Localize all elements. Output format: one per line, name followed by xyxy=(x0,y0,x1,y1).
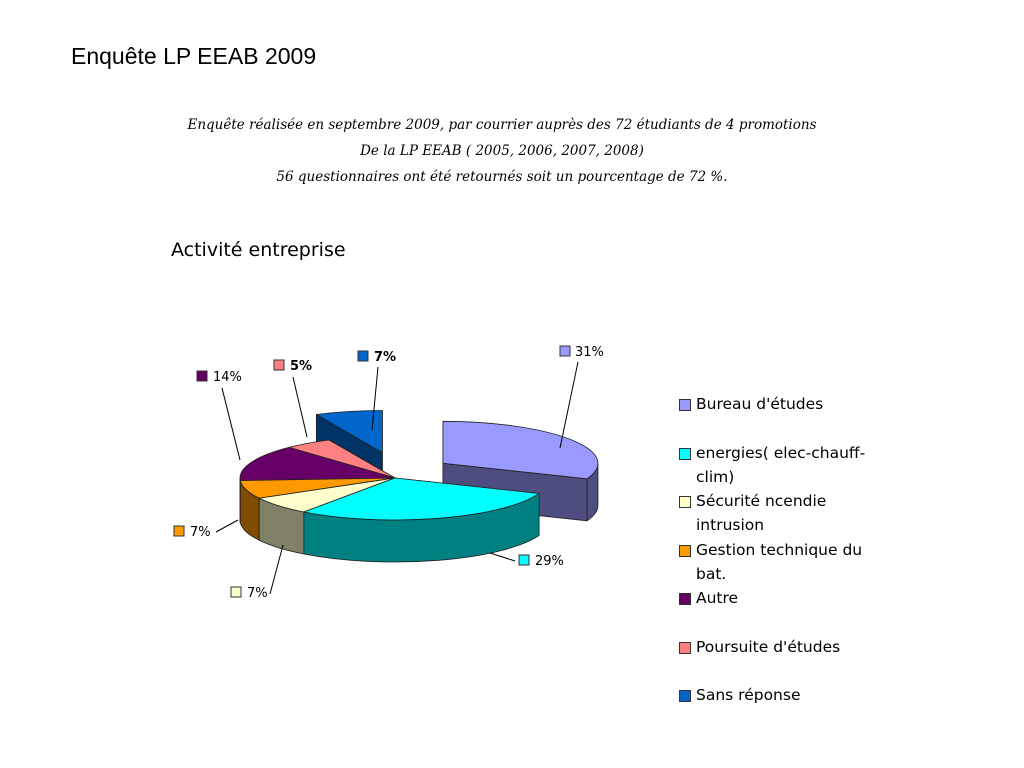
label-swatch xyxy=(196,370,208,382)
legend-item: Sécurité ncendie intrusion xyxy=(678,489,868,538)
label-swatch xyxy=(273,359,285,371)
legend-item: Poursuite d'études xyxy=(678,635,868,684)
data-label: 14% xyxy=(213,370,242,385)
intro-line: 56 questionnaires ont été retournés soit… xyxy=(276,169,728,185)
legend-label: Sécurité ncendie intrusion xyxy=(696,492,827,534)
leader-line xyxy=(371,366,379,431)
slice-top xyxy=(303,477,540,521)
legend-label: Gestion technique du bat. xyxy=(696,540,863,583)
legend-item: Autre xyxy=(678,586,868,635)
legend-swatch xyxy=(679,399,691,411)
data-labels: 31% 29% 7% 7% 14% 5% 7% xyxy=(173,345,604,601)
legend-swatch xyxy=(679,544,691,557)
leader-line xyxy=(559,361,579,449)
legend-label: energies( elec-chauff-clim) xyxy=(696,443,866,486)
intro-text: Enquête réalisée en septembre 2009, par … xyxy=(112,112,892,190)
leader-line xyxy=(489,552,516,562)
label-swatch xyxy=(559,345,571,357)
data-label: 7% xyxy=(247,586,268,601)
data-label: 7% xyxy=(374,350,396,365)
slide-title: Enquête LP EEAB 2009 xyxy=(71,43,317,69)
legend-item: Gestion technique du bat. xyxy=(678,538,868,587)
legend-label: Bureau d'études xyxy=(696,395,824,413)
chart-title: Activité entreprise xyxy=(171,239,346,261)
label-swatch xyxy=(518,554,530,566)
slice-top xyxy=(315,410,383,453)
legend-swatch xyxy=(679,447,691,460)
legend-item: Sans réponse xyxy=(678,683,868,732)
data-label: 7% xyxy=(190,525,211,540)
intro-line: Enquête réalisée en septembre 2009, par … xyxy=(187,117,817,133)
legend-swatch xyxy=(679,496,691,508)
slice-top xyxy=(442,420,599,480)
legend-label: Poursuite d'études xyxy=(696,637,841,656)
leader-line xyxy=(215,519,239,533)
legend-swatch xyxy=(679,593,691,605)
legend-item: energies( elec-chauff-clim) xyxy=(678,441,868,490)
legend-swatch xyxy=(679,641,691,654)
legend-item: Bureau d'études xyxy=(678,392,868,441)
pie-slices xyxy=(239,410,599,563)
legend-swatch xyxy=(679,690,691,702)
intro-line: De la LP EEAB ( 2005, 2006, 2007, 2008) xyxy=(360,143,644,159)
chart-legend: Bureau d'études energies( elec-chauff-cli… xyxy=(678,392,868,732)
leader-line xyxy=(269,544,284,595)
label-swatch xyxy=(173,525,185,537)
label-swatch xyxy=(357,350,369,362)
label-swatch xyxy=(230,586,242,598)
legend-label: Autre xyxy=(696,589,739,607)
data-label: 29% xyxy=(535,554,564,569)
data-label: 5% xyxy=(290,359,312,374)
pie-slice xyxy=(303,477,540,563)
leader-line xyxy=(292,376,308,438)
leader-line xyxy=(221,387,241,461)
legend-label: Sans réponse xyxy=(696,686,801,704)
data-label: 31% xyxy=(575,345,604,360)
slice-top xyxy=(239,446,396,482)
